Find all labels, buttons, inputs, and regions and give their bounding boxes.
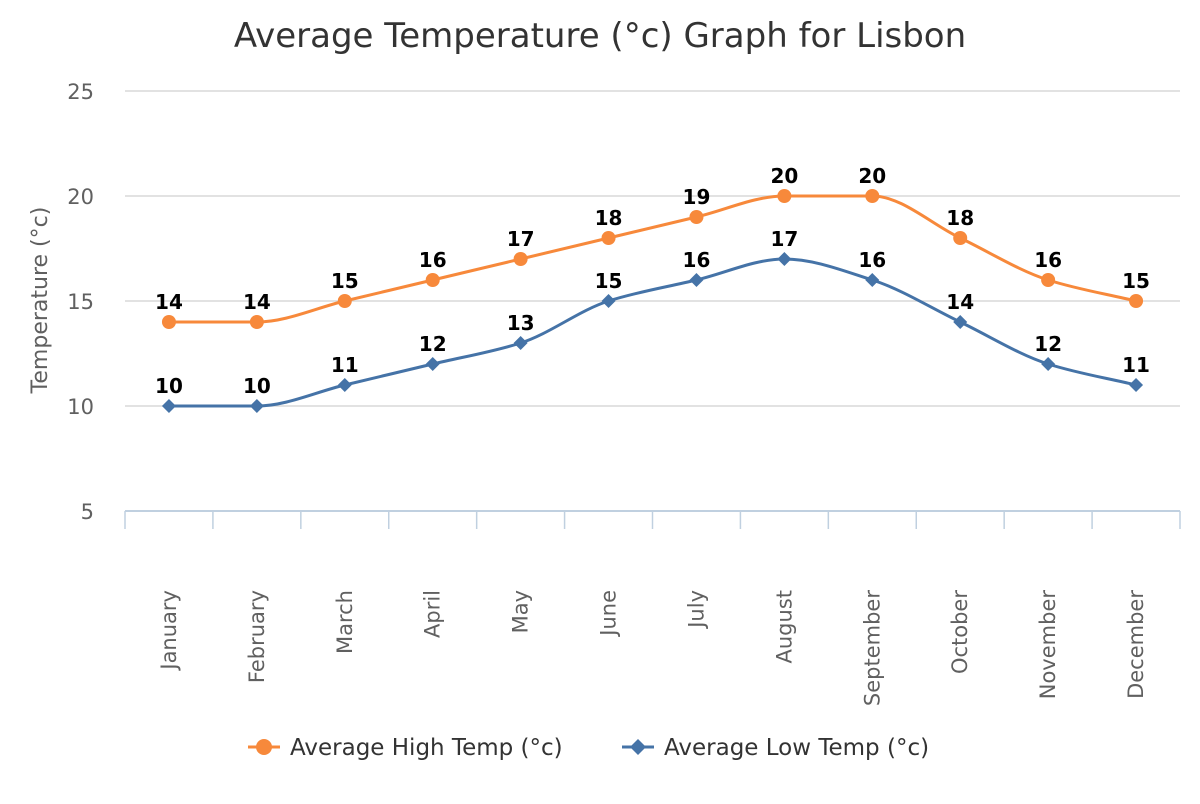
data-point (425, 357, 440, 371)
data-label: 16 (1034, 248, 1062, 272)
data-point (249, 399, 264, 413)
data-label: 20 (770, 164, 798, 188)
y-tick-label: 5 (81, 500, 94, 524)
data-label: 12 (1034, 332, 1062, 356)
y-tick-label: 15 (67, 290, 94, 314)
data-point (601, 294, 616, 308)
series-1 (161, 189, 1144, 329)
data-label: 13 (507, 311, 535, 335)
data-point (161, 399, 176, 413)
x-tick-label: April (421, 590, 445, 638)
data-label: 16 (858, 248, 886, 272)
data-label: 15 (1122, 269, 1150, 293)
series-2 (161, 252, 1144, 413)
data-point (865, 189, 880, 203)
data-point (249, 315, 264, 329)
x-tick-label: October (948, 590, 972, 674)
y-axis-label: Temperature (°c) (28, 207, 53, 395)
data-labels: 14 14 15 16 17 18 19 20 20 18 16 15 10 10 11 12 13 15 16 17… (155, 164, 1150, 398)
data-point (513, 336, 528, 350)
data-point (689, 273, 704, 287)
data-label: 14 (243, 290, 271, 314)
y-tick-label: 10 (67, 395, 94, 419)
x-tick-label: September (860, 590, 884, 706)
x-tick-label: January (157, 590, 181, 672)
x-tick-label: July (684, 590, 708, 630)
data-point (777, 189, 792, 203)
data-point (777, 252, 792, 266)
legend-marker (630, 739, 646, 755)
data-label: 17 (770, 227, 798, 251)
y-tick-label: 20 (67, 185, 94, 209)
data-label: 11 (331, 353, 359, 377)
data-label: 18 (946, 206, 974, 230)
data-point (1129, 378, 1144, 392)
x-tick-label: February (245, 590, 269, 683)
x-axis: 5 10 15 20 25 January February March April May Jun… (67, 80, 1181, 706)
data-label: 15 (331, 269, 359, 293)
data-point (337, 378, 352, 392)
legend-label: Average Low Temp (°c) (664, 735, 929, 761)
legend-label: Average High Temp (°c) (290, 735, 563, 761)
data-label: 18 (595, 206, 623, 230)
data-label: 17 (507, 227, 535, 251)
x-tick-label: May (509, 590, 533, 633)
x-tick-label: December (1124, 590, 1148, 699)
series-lines (161, 189, 1144, 413)
data-label: 19 (683, 185, 711, 209)
chart-title: Average Temperature (°c) Graph for Lisbo… (234, 16, 966, 56)
data-point (1041, 273, 1056, 287)
data-label: 16 (419, 248, 447, 272)
data-label: 14 (946, 290, 974, 314)
data-point (865, 273, 880, 287)
data-point (953, 231, 968, 245)
y-tick-label: 25 (67, 80, 94, 104)
data-label: 15 (595, 269, 623, 293)
legend: Average High Temp (°c) Average Low Temp (… (248, 735, 929, 761)
data-point (337, 294, 352, 308)
gridlines (125, 90, 1180, 407)
series-line (168, 257, 1137, 408)
legend-item[interactable]: Average High Temp (°c) (248, 735, 563, 761)
data-point (1041, 357, 1056, 371)
data-point (513, 252, 528, 266)
data-label: 20 (858, 164, 886, 188)
data-label: 16 (683, 248, 711, 272)
data-point (953, 315, 968, 329)
data-label: 12 (419, 332, 447, 356)
data-point (1129, 294, 1144, 308)
data-point (161, 315, 176, 329)
data-label: 14 (155, 290, 183, 314)
data-label: 10 (155, 374, 183, 398)
data-point (601, 231, 616, 245)
x-tick-label: August (772, 590, 796, 664)
x-tick-label: June (597, 590, 621, 638)
data-point (689, 210, 704, 224)
x-tick-label: March (333, 590, 357, 654)
data-label: 11 (1122, 353, 1150, 377)
x-tick-label: November (1036, 590, 1060, 700)
legend-item[interactable]: Average Low Temp (°c) (622, 735, 929, 761)
data-point (425, 273, 440, 287)
series-line (168, 194, 1137, 324)
legend-marker (256, 739, 272, 755)
data-label: 10 (243, 374, 271, 398)
